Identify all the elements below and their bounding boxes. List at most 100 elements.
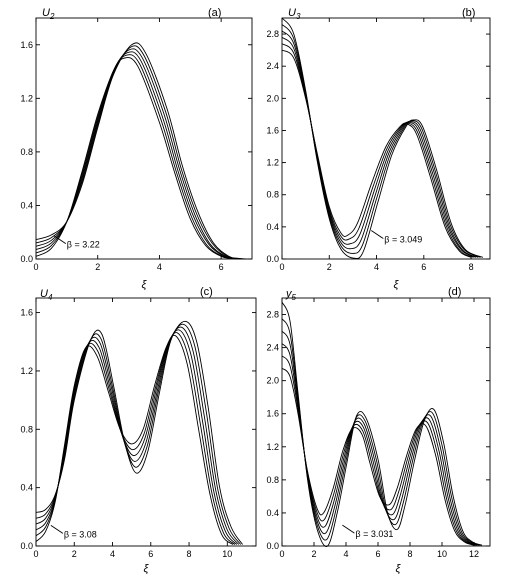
x-tick-label-d-1: 2 <box>311 549 316 559</box>
plot-frame-b <box>281 17 491 260</box>
y-tick-label-c-2: 0.8 <box>20 424 33 434</box>
series-line-d-3 <box>281 343 478 546</box>
x-tick-label-d-3: 6 <box>375 549 380 559</box>
y-tick-label-a-3: 1.2 <box>20 93 33 103</box>
series-line-a-5 <box>35 45 246 260</box>
series-line-c-5 <box>35 323 242 545</box>
series-line-d-1 <box>281 367 475 546</box>
y-axis-label-main-d: y <box>285 288 293 300</box>
annotation-c: β = 3.08 <box>64 529 97 539</box>
y-tick-label-c-1: 0.4 <box>20 483 33 493</box>
y-tick-label-d-7: 2.8 <box>266 310 279 320</box>
axes-frame-b <box>281 17 491 260</box>
y-tick-label-b-4: 1.6 <box>266 125 279 135</box>
y-tick-label-b-3: 1.2 <box>266 158 279 168</box>
y-axis-label-main-c: U <box>40 288 48 300</box>
series-line-b-3 <box>281 36 477 258</box>
ticks-c: 0 2 4 6 8 10 0.0 0.4 0.8 1.2 1.6 <box>20 298 256 559</box>
x-tick-label-d-0: 0 <box>279 549 284 559</box>
panel-tag-a: (a) <box>208 7 221 19</box>
y-tick-label-a-0: 0.0 <box>20 254 33 264</box>
series-line-d-2 <box>281 355 476 546</box>
x-axis-label-d: ξ <box>396 563 402 575</box>
series-line-c-3 <box>35 329 238 545</box>
y-tick-label-b-0: 0.0 <box>266 254 279 264</box>
x-tick-label-c-1: 2 <box>72 549 77 559</box>
x-tick-label-b-2: 4 <box>374 262 379 272</box>
x-tick-label-d-6: 12 <box>469 549 479 559</box>
y-axis-label-sub-b: 3 <box>296 12 301 21</box>
y-tick-label-a-4: 1.6 <box>20 40 33 50</box>
y-axis-label-main-b: U <box>288 7 296 19</box>
x-tick-label-b-1: 2 <box>327 262 332 272</box>
y-axis-label-sub-d: 5 <box>292 293 297 302</box>
curves-d <box>281 301 483 547</box>
x-tick-label-b-3: 6 <box>421 262 426 272</box>
x-tick-label-a-1: 2 <box>95 262 100 272</box>
series-line-a-1 <box>35 57 240 260</box>
x-tick-label-a-3: 6 <box>219 262 224 272</box>
x-tick-label-c-0: 0 <box>33 549 38 559</box>
x-tick-label-c-3: 6 <box>148 549 153 559</box>
series-line-a-2 <box>35 54 242 260</box>
plot-frame-c <box>35 297 257 547</box>
y-tick-label-b-5: 2.0 <box>266 93 279 103</box>
axes-frame-a <box>35 17 253 260</box>
ticks-a: 0 2 4 6 0.0 0.4 0.8 1.2 1.6 <box>20 18 252 272</box>
x-tick-label-c-4: 8 <box>187 549 192 559</box>
chart-panel-d: 0 2 4 6 8 10 12 0.0 0.4 0.8 1.2 1.6 2.0 2.4 2.8 y5 (d)… <box>266 286 491 575</box>
series-line-b-4 <box>281 30 479 258</box>
series-line-b-6 <box>281 17 484 259</box>
x-axis-label-c: ξ <box>144 563 150 575</box>
y-tick-label-d-1: 0.4 <box>266 508 279 518</box>
x-tick-label-b-4: 8 <box>469 262 474 272</box>
x-tick-label-b-0: 0 <box>279 262 284 272</box>
curves-b <box>281 17 484 259</box>
series-line-c-2 <box>35 332 236 545</box>
series-line-b-1 <box>281 49 472 258</box>
y-tick-label-b-6: 2.4 <box>266 61 279 71</box>
y-tick-label-d-2: 0.8 <box>266 475 279 485</box>
x-tick-label-c-2: 4 <box>110 549 115 559</box>
y-tick-label-b-7: 2.8 <box>266 29 279 39</box>
annotation-pointer-b <box>371 230 384 239</box>
chart-panel-c: 0 2 4 6 8 100.00.40.81.21.6 U4 (c) ξ β = 3.08 <box>20 286 257 575</box>
series-line-c-4 <box>35 326 240 545</box>
axes-frame-c <box>35 297 257 547</box>
annotation-d: β = 3.031 <box>355 529 393 539</box>
plot-frame-d <box>281 297 491 547</box>
y-tick-label-d-3: 1.2 <box>266 442 279 452</box>
x-tick-label-d-2: 4 <box>343 549 348 559</box>
chart-panel-a: 0 2 4 60.00.40.81.21.6 U2 (a) ξ β = 3.22 <box>20 7 253 291</box>
y-axis-label-b: U3 <box>288 7 301 21</box>
annotation-b: β = 3.049 <box>384 235 422 245</box>
series-line-d-4 <box>281 330 479 546</box>
series-line-c-1 <box>35 334 234 545</box>
y-tick-label-b-2: 0.8 <box>266 190 279 200</box>
ticks-d: 0 2 4 6 8 10 12 0.0 0.4 0.8 1.2 1.6 2.0 2.4 2.8 <box>266 298 490 559</box>
y-tick-label-d-0: 0.0 <box>266 541 279 551</box>
x-tick-label-c-5: 10 <box>222 549 232 559</box>
annotation-pointer-d <box>342 524 355 534</box>
x-tick-label-d-4: 8 <box>407 549 412 559</box>
y-tick-label-b-1: 0.4 <box>266 222 279 232</box>
axes-frame-d <box>281 297 491 547</box>
x-axis-label-a: ξ <box>142 279 148 291</box>
series-line-a-6 <box>35 42 248 260</box>
plot-frame-a <box>35 17 253 260</box>
curves-c <box>35 320 243 545</box>
x-tick-label-a-2: 4 <box>157 262 162 272</box>
series-line-a-4 <box>35 48 245 260</box>
y-tick-label-d-4: 1.6 <box>266 409 279 419</box>
x-tick-label-a-0: 0 <box>33 262 38 272</box>
panel-tag-b: (b) <box>462 7 475 19</box>
y-tick-label-d-5: 2.0 <box>266 376 279 386</box>
panel-tag-d: (d) <box>448 286 461 298</box>
y-axis-label-d: y5 <box>285 288 297 302</box>
ticks-b: 0 2 4 6 8 0.0 0.4 0.8 1.2 1.6 2.0 2.4 2.8 <box>266 18 490 272</box>
y-tick-label-d-6: 2.4 <box>266 343 279 353</box>
annotation-pointer-c <box>50 525 64 534</box>
y-tick-label-c-3: 1.2 <box>20 366 33 376</box>
y-tick-label-c-4: 1.6 <box>20 308 33 318</box>
